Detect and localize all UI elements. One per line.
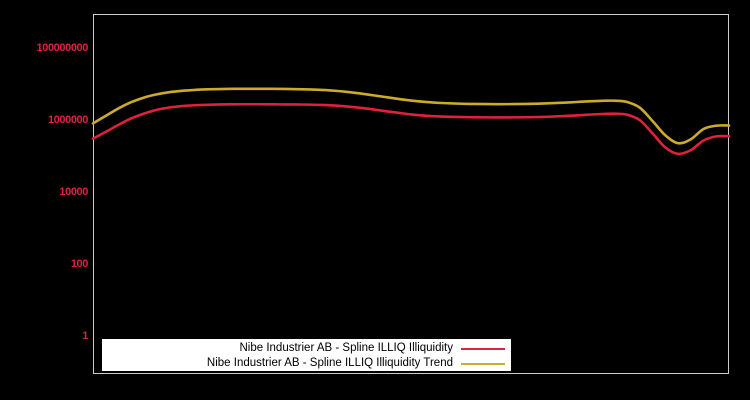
- y-tick-label-100: 100: [70, 258, 89, 270]
- legend-item-illiquidity[interactable]: Nibe Industrier AB - Spline ILLIQ Illiqu…: [108, 341, 507, 356]
- y-tick-label-1000000: 1000000: [47, 114, 88, 126]
- legend-label-illiquidity-trend: Nibe Industrier AB - Spline ILLIQ Illiqu…: [206, 357, 453, 369]
- legend-item-illiquidity-trend[interactable]: Nibe Industrier AB - Spline ILLIQ Illiqu…: [108, 356, 507, 371]
- series-line-illiquidity-trend: [91, 87, 731, 145]
- y-tick-label-10000: 10000: [59, 186, 88, 198]
- series-line-illiquidity: [91, 102, 731, 156]
- plot-frame: [93, 14, 729, 374]
- legend-swatch-illiquidity: [461, 347, 505, 350]
- legend-swatch-illiquidity-trend: [461, 362, 505, 365]
- chart-legend: Nibe Industrier AB - Spline ILLIQ Illiqu…: [101, 338, 512, 372]
- y-tick-label-100000000: 100000000: [36, 42, 89, 54]
- y-tick-label-1: 1: [82, 330, 88, 342]
- legend-label-illiquidity: Nibe Industrier AB - Spline ILLIQ Illiqu…: [239, 342, 454, 354]
